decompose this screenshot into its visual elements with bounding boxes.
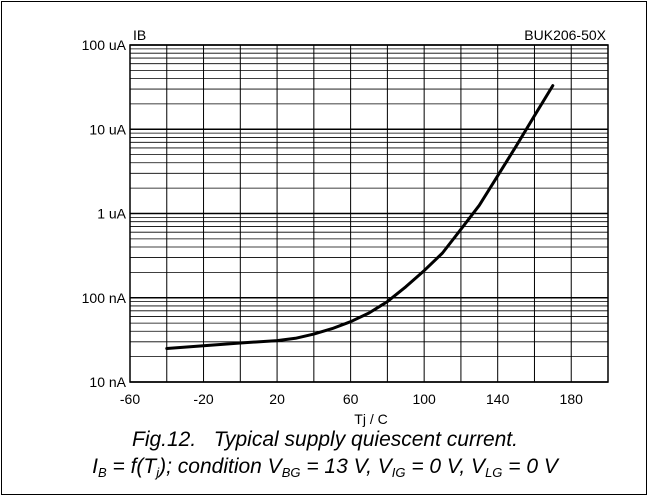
y-tick-label: 10 nA	[89, 374, 126, 390]
figure-number: Fig.12.	[132, 428, 197, 451]
caption-condition: ); condition V	[159, 455, 282, 478]
x-axis-label: Tj / C	[354, 411, 387, 427]
x-tick-label: 20	[269, 391, 285, 407]
chart-title: BUK206-50X	[524, 27, 606, 43]
chart: 100 uA 10 uA 1 uA 100 nA 10 nA -60 -20 20 60 100…	[82, 27, 609, 427]
y-tick-label: 100 nA	[82, 290, 127, 306]
caption-function: = f(T	[106, 455, 157, 478]
figure-caption-condition: IB = f(Tj); condition VBG = 13 V, VIG = …	[0, 455, 650, 480]
caption-sub-bg: BG	[281, 465, 301, 480]
caption-sub-j: j	[156, 465, 160, 480]
caption-sub-ig: IG	[391, 465, 406, 480]
y-axis-label: IB	[133, 27, 146, 43]
y-tick-label: 10 uA	[89, 121, 126, 137]
x-tick-label: 140	[486, 391, 510, 407]
y-tick-label: 1 uA	[97, 206, 126, 222]
caption-symbol-i: I	[92, 455, 98, 478]
series-line	[165, 84, 555, 350]
figure-caption-title: Fig.12. Typical supply quiescent current…	[0, 428, 650, 452]
figure-title: Typical supply quiescent current.	[213, 428, 518, 451]
plot-border	[129, 44, 609, 383]
x-tick-label: 60	[343, 391, 359, 407]
caption-value-lg: = 0 V	[502, 455, 558, 478]
caption-value-bg: = 13 V, V	[300, 455, 392, 478]
x-tick-label: 100	[412, 391, 436, 407]
y-tick-labels: 100 uA 10 uA 1 uA 100 nA 10 nA	[82, 37, 127, 390]
caption-value-ig: = 0 V, V	[405, 455, 486, 478]
minor-gridlines	[130, 48, 608, 358]
caption-sub-lg: LG	[485, 465, 503, 480]
x-tick-labels: -60 -20 20 60 100 140 180	[120, 391, 583, 407]
x-tick-label: -60	[120, 391, 140, 407]
x-tick-label: 180	[560, 391, 584, 407]
x-tick-label: -20	[193, 391, 213, 407]
caption-sub-b: B	[97, 465, 107, 480]
y-tick-label: 100 uA	[82, 37, 127, 53]
